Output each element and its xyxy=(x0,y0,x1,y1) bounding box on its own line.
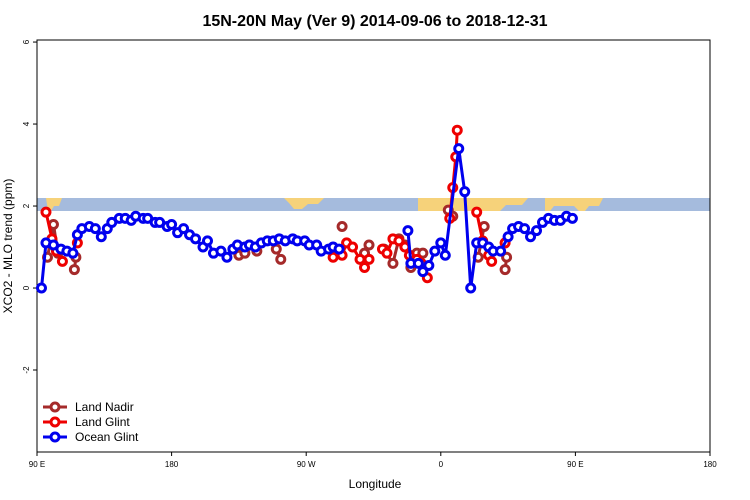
data-point xyxy=(499,264,511,276)
data-point xyxy=(531,225,543,237)
data-point xyxy=(215,245,227,257)
data-point xyxy=(486,255,498,267)
data-point xyxy=(519,223,531,235)
x-tick-label: 90 E xyxy=(567,460,583,469)
x-axis-label: Longitude xyxy=(349,477,402,491)
data-point xyxy=(201,235,213,247)
data-point xyxy=(459,186,471,198)
data-point xyxy=(40,206,52,218)
x-tick-label: 90 W xyxy=(297,460,316,469)
x-tick-label: 90 E xyxy=(29,460,45,469)
data-point xyxy=(439,249,451,261)
data-point xyxy=(471,206,483,218)
data-point xyxy=(67,247,79,259)
data-point xyxy=(89,223,101,235)
data-point xyxy=(381,247,393,259)
data-point xyxy=(423,259,435,271)
x-tick-label: 180 xyxy=(165,460,179,469)
data-point xyxy=(221,251,233,263)
legend-label: Ocean Glint xyxy=(75,430,139,444)
y-tick-label: -2 xyxy=(22,366,31,374)
legend-marker xyxy=(49,401,61,413)
data-point xyxy=(68,264,80,276)
y-tick-label: 6 xyxy=(22,39,31,44)
data-point xyxy=(453,143,465,155)
data-point xyxy=(190,233,202,245)
land xyxy=(46,198,62,211)
data-point xyxy=(333,243,345,255)
data-point xyxy=(327,251,339,263)
data-point xyxy=(465,282,477,294)
data-point xyxy=(566,212,578,224)
data-point xyxy=(417,247,429,259)
data-point xyxy=(178,223,190,235)
legend-marker xyxy=(49,431,61,443)
data-point xyxy=(336,221,348,233)
data-point xyxy=(417,266,429,278)
y-axis-label: XCO2 - MLO trend (ppm) xyxy=(1,179,15,314)
data-point xyxy=(95,231,107,243)
ocean-band xyxy=(37,198,710,211)
data-point xyxy=(363,253,375,265)
data-point xyxy=(166,218,178,230)
data-point xyxy=(451,124,463,136)
y-tick-label: 2 xyxy=(22,203,31,208)
data-point xyxy=(387,257,399,269)
data-point xyxy=(402,225,414,237)
legend-label: Land Nadir xyxy=(75,400,134,414)
data-point xyxy=(35,282,47,294)
y-tick-label: 4 xyxy=(22,121,31,126)
data-point xyxy=(275,253,287,265)
data-point xyxy=(393,235,405,247)
data-point xyxy=(359,262,371,274)
x-tick-label: 0 xyxy=(439,460,444,469)
chart-title: 15N-20N May (Ver 9) 2014-09-06 to 2018-1… xyxy=(202,13,547,30)
map-strip xyxy=(37,198,710,211)
data-point xyxy=(435,237,447,249)
plot-frame xyxy=(36,39,711,453)
data-point xyxy=(354,253,366,265)
data-point xyxy=(495,245,507,257)
data-point xyxy=(525,231,537,243)
legend-label: Land Glint xyxy=(75,415,130,429)
data-point xyxy=(502,231,514,243)
land xyxy=(284,198,324,209)
data-point xyxy=(363,239,375,251)
data-point xyxy=(56,255,68,267)
land xyxy=(545,198,603,211)
data-point xyxy=(347,241,359,253)
x-tick-label: 180 xyxy=(703,460,717,469)
data-point xyxy=(412,257,424,269)
y-tick-label: 0 xyxy=(22,285,31,290)
legend-marker xyxy=(49,416,61,428)
data-point xyxy=(429,245,441,257)
data-point xyxy=(501,251,513,263)
